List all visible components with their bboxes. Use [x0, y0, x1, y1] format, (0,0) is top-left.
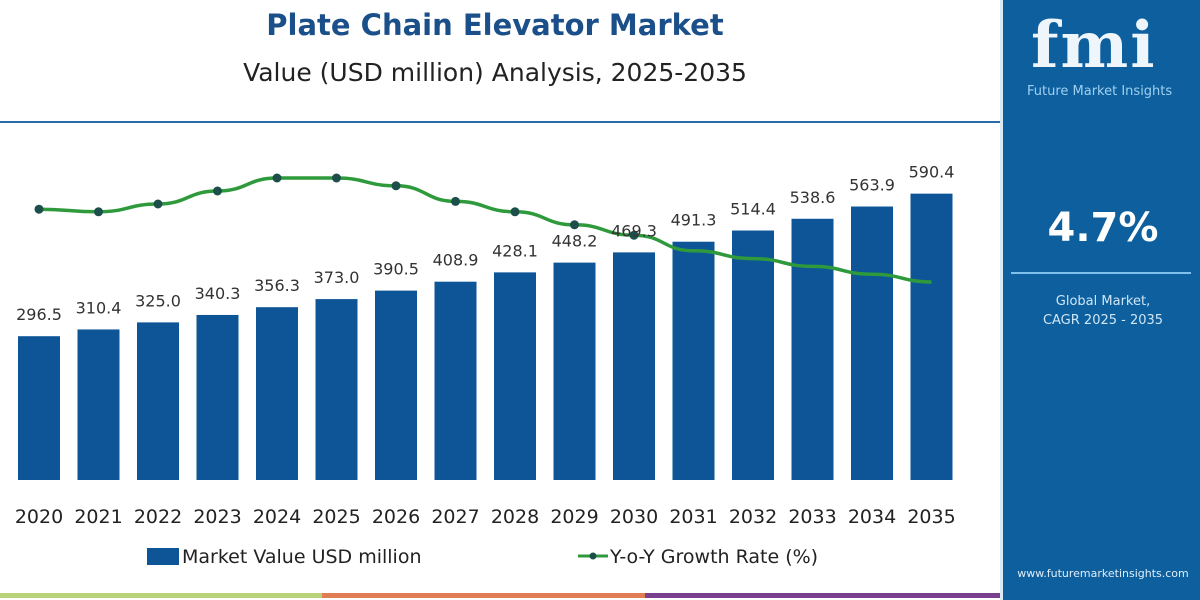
growth-point-2029 [570, 220, 579, 230]
bar-2027 [434, 281, 477, 480]
legend-label-growth-rate: Y-o-Y Growth Rate (%) [609, 546, 818, 568]
data-label-2030: 469.3 [611, 221, 657, 240]
legend: Market Value USD million Y-o-Y Growth Ra… [147, 546, 818, 568]
legend-label-market-value: Market Value USD million [182, 546, 422, 568]
data-label-2033: 538.6 [790, 188, 836, 207]
bar-2035 [910, 193, 953, 480]
data-label-2020: 296.5 [16, 305, 62, 324]
bar-2034 [851, 206, 893, 481]
brand-panel: fmi Future Market Insights 4.7% Global M… [1000, 0, 1200, 600]
cagr-label-line-1: Global Market, [1055, 294, 1151, 309]
bar-2028 [494, 272, 536, 480]
x-tick-2027: 2027 [431, 506, 479, 528]
cagr-label-line-2: CAGR 2025 - 2035 [1042, 313, 1164, 328]
bar-2024 [256, 307, 298, 480]
x-tick-2030: 2030 [610, 506, 658, 528]
growth-point-2024 [272, 173, 282, 183]
data-label-2023: 340.3 [195, 284, 241, 303]
data-label-2021: 310.4 [76, 298, 122, 317]
cagr-label: Global Market, CAGR 2025 - 2035 [1003, 292, 1200, 330]
data-label-2026: 390.5 [373, 260, 419, 279]
bar-2030 [613, 252, 655, 480]
x-tick-2024: 2024 [253, 506, 301, 528]
growth-point-2022 [153, 199, 163, 209]
growth-point-2026 [391, 181, 401, 191]
growth-point-2023 [213, 186, 222, 196]
x-tick-2033: 2033 [788, 506, 836, 528]
data-label-2034: 563.9 [849, 176, 895, 195]
bar-2026 [375, 290, 417, 480]
x-tick-2034: 2034 [848, 506, 896, 528]
legend-marker-growth [589, 552, 597, 560]
bar-2031 [672, 241, 715, 480]
bar-2020 [18, 336, 60, 480]
legend-swatch-market-value [147, 548, 179, 565]
x-tick-2031: 2031 [669, 506, 717, 528]
x-tick-2023: 2023 [193, 506, 241, 528]
growth-point-2025 [332, 173, 341, 183]
chart-title: Plate Chain Elevator Market [266, 8, 724, 42]
data-label-2022: 325.0 [135, 291, 181, 310]
bar-2033 [791, 218, 834, 481]
bar-2032 [732, 230, 774, 480]
data-label-2025: 373.0 [314, 268, 360, 287]
bar-2025 [315, 299, 358, 480]
x-tick-2035: 2035 [907, 506, 955, 528]
growth-point-2030 [629, 230, 639, 240]
cagr-value: 4.7% [1047, 205, 1159, 251]
bar-2021 [77, 329, 120, 480]
chart-area: 296.5 2020 310.4 2021 325.0 2022 340.3 2023 356.… [15, 163, 956, 568]
x-tick-2026: 2026 [372, 506, 420, 528]
data-label-2028: 428.1 [492, 241, 538, 260]
data-label-2032: 514.4 [730, 200, 776, 219]
growth-point-2028 [510, 207, 520, 217]
x-tick-2025: 2025 [312, 506, 360, 528]
logo-subtitle: Future Market Insights [1027, 84, 1173, 99]
x-tick-2032: 2032 [729, 506, 777, 528]
header-divider [0, 121, 1000, 123]
bar-2023 [196, 314, 239, 480]
data-label-2035: 590.4 [909, 163, 955, 182]
x-tick-2022: 2022 [134, 506, 182, 528]
growth-point-2027 [451, 196, 460, 206]
data-label-2029: 448.2 [552, 232, 598, 251]
bar-2029 [553, 262, 596, 480]
x-tick-2020: 2020 [15, 506, 63, 528]
growth-point-2020 [34, 204, 44, 214]
growth-point-2021 [94, 207, 103, 217]
chart-subtitle: Value (USD million) Analysis, 2025-2035 [243, 58, 747, 87]
data-label-2027: 408.9 [433, 251, 479, 270]
fmi-logo: fmi [1031, 8, 1157, 83]
bar-2022 [137, 322, 179, 480]
x-tick-2021: 2021 [74, 506, 122, 528]
growth-rate-line [38, 176, 932, 284]
website-link[interactable]: www.futuremarketinsights.com [1017, 567, 1189, 580]
data-label-2031: 491.3 [671, 211, 717, 230]
footer-strip-green [0, 593, 322, 598]
cagr-divider [1011, 272, 1191, 274]
footer-strip-orange [322, 593, 645, 598]
data-label-2024: 356.3 [254, 276, 300, 295]
x-tick-2028: 2028 [491, 506, 539, 528]
x-tick-2029: 2029 [550, 506, 598, 528]
footer-strip-purple [645, 593, 1000, 598]
